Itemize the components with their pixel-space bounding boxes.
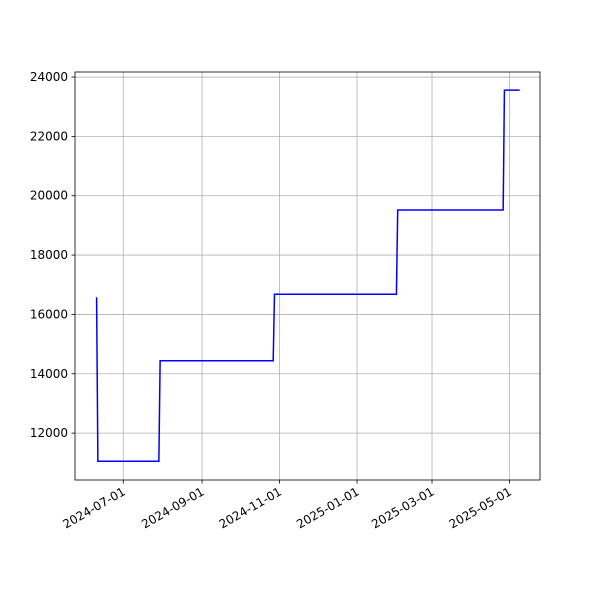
y-tick-label: 12000 xyxy=(30,426,68,440)
y-tick-label: 20000 xyxy=(30,189,68,203)
y-tick-label: 16000 xyxy=(30,307,68,321)
x-tick-label: 2024-09-01 xyxy=(139,484,206,531)
y-tick-label: 14000 xyxy=(30,367,68,381)
y-tick-label: 22000 xyxy=(30,129,68,143)
x-tick-label: 2024-07-01 xyxy=(60,484,127,531)
x-tick-label: 2024-11-01 xyxy=(217,484,284,531)
x-tick-label: 2025-03-01 xyxy=(369,484,436,531)
data-line xyxy=(95,89,520,463)
x-tick-label: 2025-01-01 xyxy=(294,484,361,531)
y-tick-label: 18000 xyxy=(30,248,68,262)
x-tick-label: 2025-05-01 xyxy=(447,484,514,531)
plot-frame xyxy=(74,71,541,481)
y-tick-label: 24000 xyxy=(30,70,68,84)
